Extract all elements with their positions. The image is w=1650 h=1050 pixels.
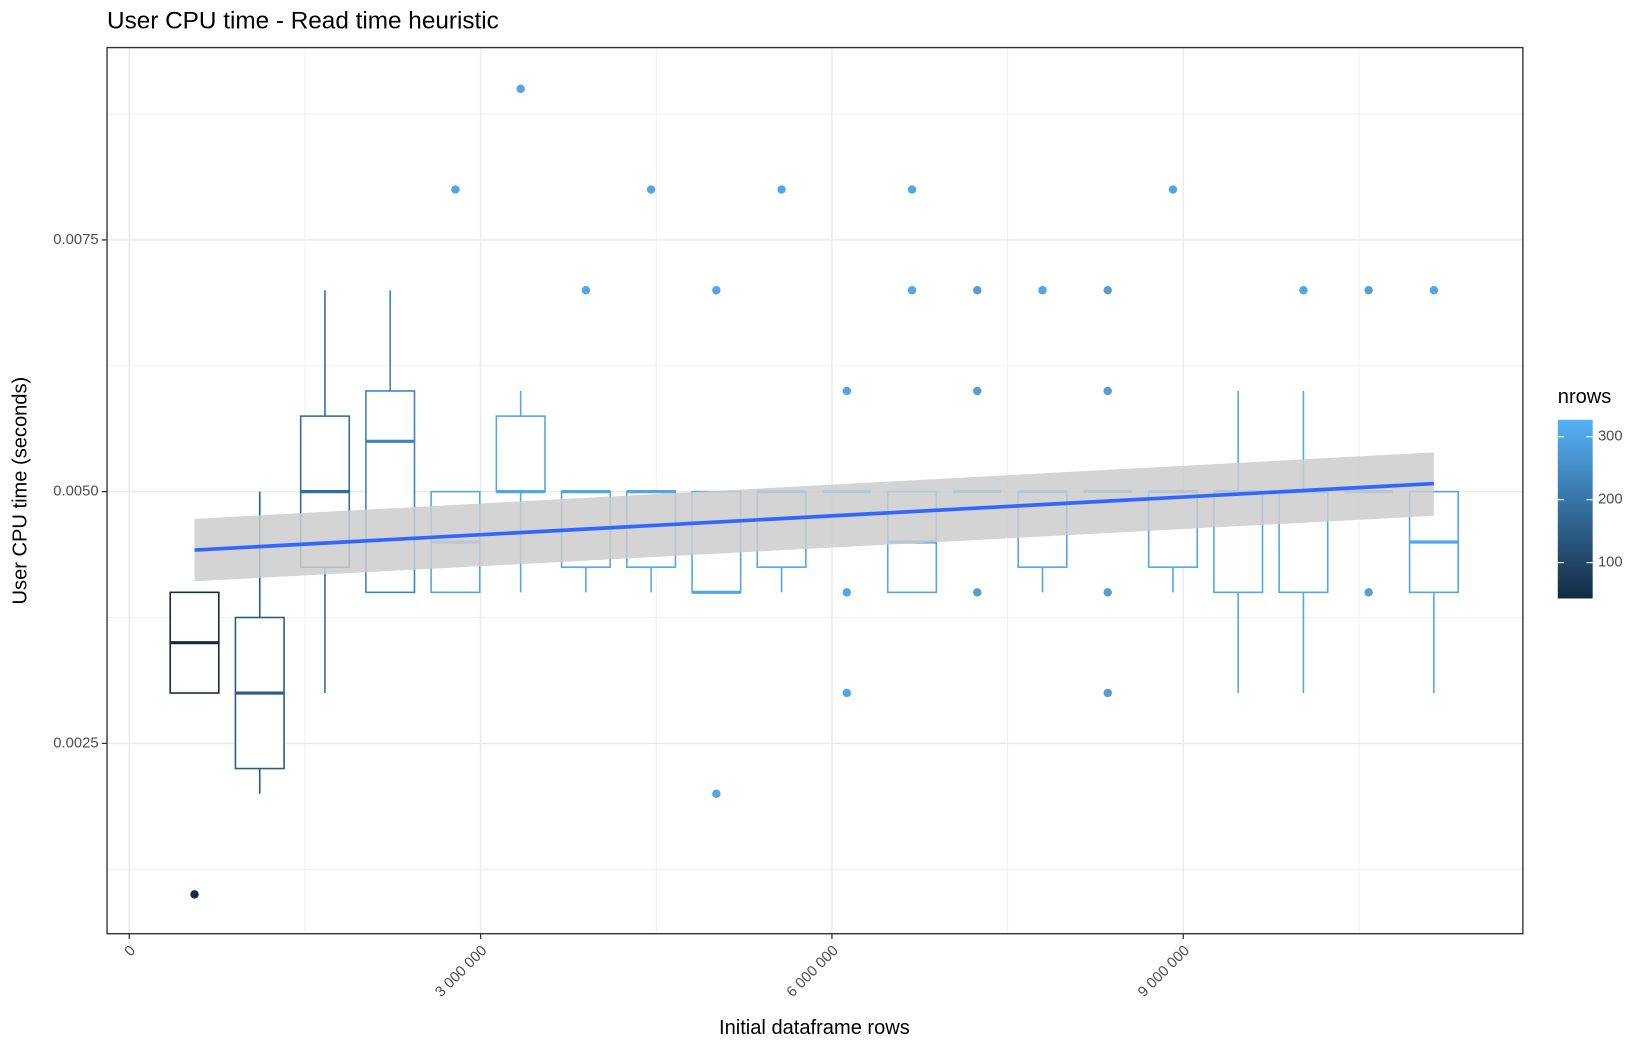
outlier [777, 185, 786, 194]
y-axis-title: User CPU time (seconds) [10, 377, 32, 605]
legend-title: nrows [1558, 386, 1612, 408]
outlier [1299, 286, 1308, 295]
outlier [190, 890, 199, 899]
outlier [1038, 286, 1047, 295]
trend-line [194, 481, 1434, 552]
x-tick-label: 0 [122, 943, 139, 960]
outlier [907, 286, 917, 295]
outlier [842, 386, 852, 396]
colorbar [1557, 419, 1593, 599]
outlier [451, 185, 460, 194]
outlier [1103, 286, 1112, 295]
outlier [712, 286, 721, 295]
outlier [973, 588, 982, 597]
outlier [973, 386, 982, 396]
outlier [842, 688, 852, 698]
outlier [973, 286, 982, 295]
legend-label: 200 [1598, 492, 1623, 508]
outlier [1429, 286, 1439, 295]
panel-border [106, 46, 1524, 935]
outlier [516, 84, 525, 94]
outlier [1168, 185, 1178, 194]
x-axis-title: Initial dataframe rows [719, 1017, 910, 1039]
outlier [1364, 286, 1373, 295]
chart-title: User CPU time - Read time heuristic [107, 8, 499, 35]
y-tick-label: 0.0075 [53, 232, 98, 248]
outlier [1364, 588, 1373, 597]
outlier [842, 588, 852, 597]
x-tick-label: 6 000 000 [784, 943, 842, 1001]
outlier [907, 185, 917, 194]
x-tick-label: 3 000 000 [433, 943, 491, 1001]
box [495, 415, 546, 493]
y-tick-label: 0.0025 [53, 735, 98, 751]
outlier [581, 286, 591, 295]
outlier [1103, 688, 1112, 698]
outlier [646, 185, 656, 194]
legend-label: 300 [1598, 429, 1623, 445]
outlier [1103, 588, 1112, 597]
x-tick-label: 9 000 000 [1135, 943, 1193, 1001]
outlier [712, 789, 721, 798]
legend-label: 100 [1598, 555, 1623, 571]
y-tick-label: 0.0050 [53, 484, 98, 500]
outlier [1103, 386, 1112, 396]
